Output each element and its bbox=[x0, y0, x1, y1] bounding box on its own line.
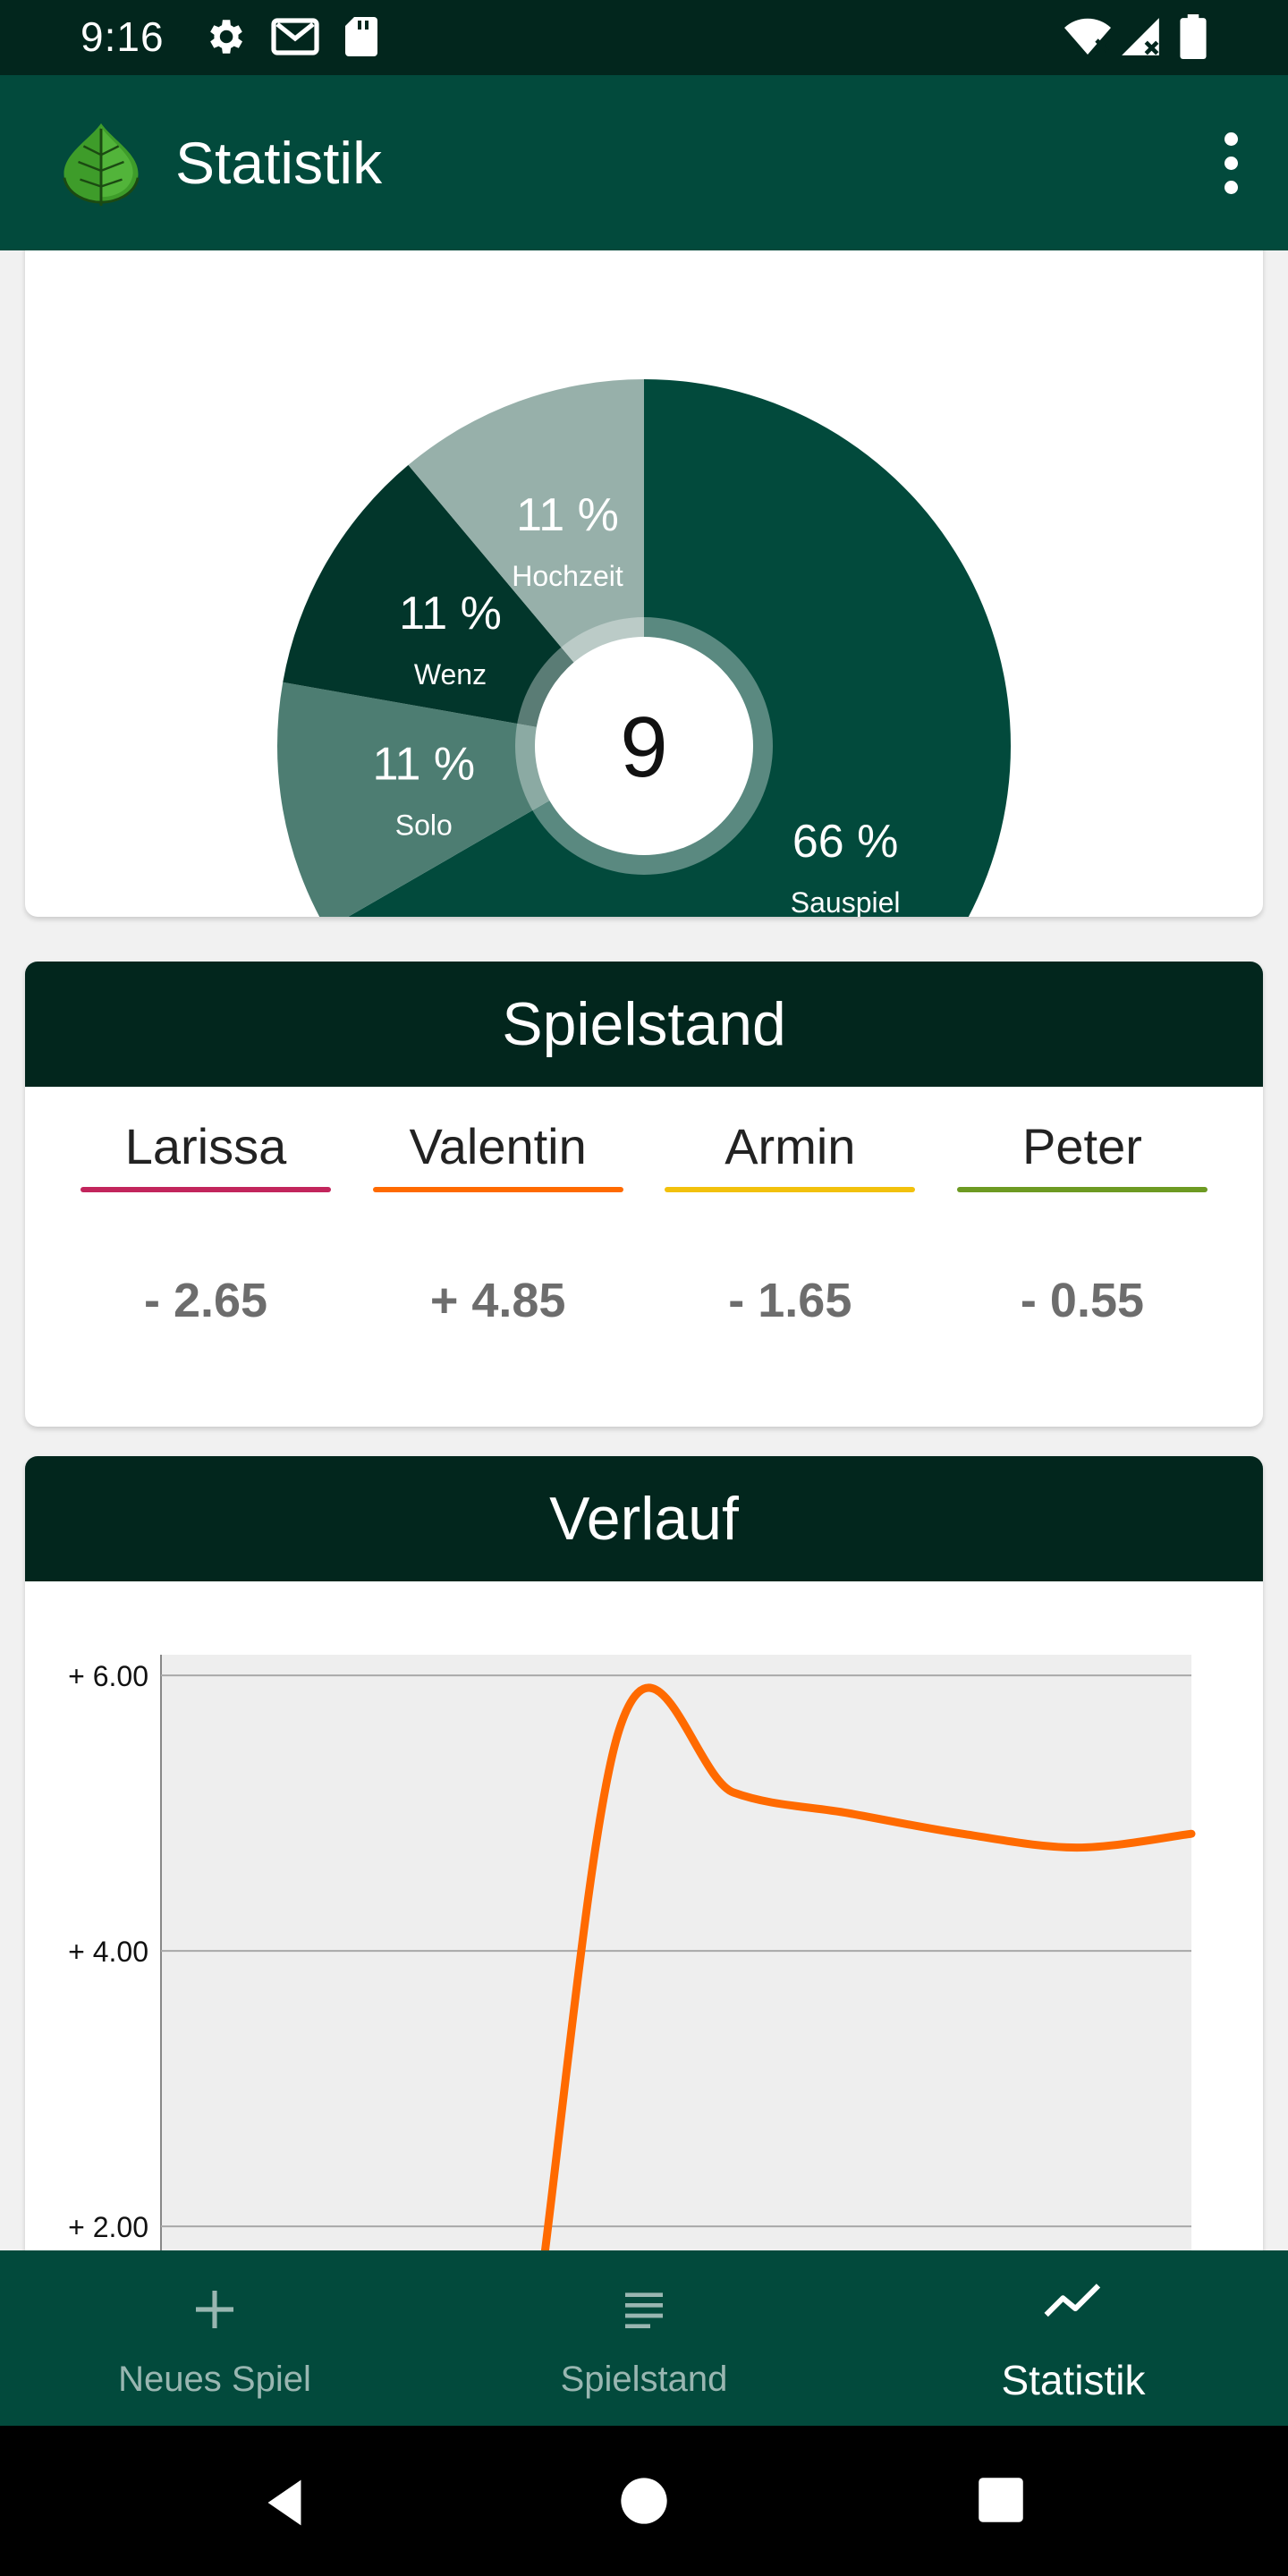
y-tick-label: + 4.00 bbox=[68, 1936, 148, 1968]
pie-percent-label: 66 % bbox=[792, 816, 899, 868]
player-valentin: Valentin + 4.85 bbox=[373, 1117, 623, 1328]
nav-new-game[interactable]: Neues Spiel bbox=[0, 2250, 429, 2426]
score-card-title: Spielstand bbox=[25, 962, 1263, 1087]
game-types-card: 66 % Sauspiel 11 % Solo 11 % Wenz 11 % Hochzeit… bbox=[25, 250, 1263, 917]
pie-name-label: Sauspiel bbox=[791, 886, 901, 917]
page-title: Statistik bbox=[175, 129, 382, 197]
history-card: Verlauf + 6.00+ 4.00+ 2.000- 2.00 bbox=[25, 1456, 1263, 2250]
player-larissa: Larissa - 2.65 bbox=[80, 1117, 331, 1328]
pie-percent-label: 11 % bbox=[516, 489, 619, 541]
dot-icon bbox=[1224, 157, 1238, 170]
nav-label: Spielstand bbox=[429, 2360, 859, 2400]
history-card-title: Verlauf bbox=[25, 1456, 1263, 1581]
nav-statistics[interactable]: Statistik bbox=[859, 2250, 1288, 2426]
pie-percent-label: 11 % bbox=[399, 588, 502, 640]
player-score: - 0.55 bbox=[957, 1273, 1208, 1328]
app-bar: Statistik bbox=[0, 75, 1288, 250]
player-name: Peter bbox=[957, 1117, 1208, 1183]
plot-background bbox=[161, 1655, 1191, 2250]
pie-name-label: Solo bbox=[395, 809, 453, 841]
cellular-signal-icon bbox=[1118, 14, 1163, 59]
player-name: Armin bbox=[665, 1117, 915, 1183]
home-icon[interactable] bbox=[619, 2476, 669, 2526]
dot-icon bbox=[1224, 132, 1238, 146]
y-tick-label: + 2.00 bbox=[68, 2211, 148, 2243]
total-games-count: 9 bbox=[620, 699, 667, 795]
player-name: Valentin bbox=[373, 1117, 623, 1183]
status-time: 9:16 bbox=[80, 13, 165, 61]
bottom-navigation: Neues Spiel Spielstand Statistik bbox=[0, 2250, 1288, 2426]
overflow-menu-button[interactable] bbox=[1191, 120, 1270, 206]
plus-icon bbox=[190, 2284, 240, 2334]
battery-icon bbox=[1179, 14, 1208, 59]
status-bar: 9:16 bbox=[0, 0, 1288, 75]
list-lines-icon bbox=[617, 2284, 671, 2334]
nav-label: Neues Spiel bbox=[0, 2360, 429, 2400]
content-scroll-area[interactable]: 66 % Sauspiel 11 % Solo 11 % Wenz 11 % Hochzeit… bbox=[0, 250, 1288, 2250]
pie-name-label: Hochzeit bbox=[512, 560, 623, 592]
player-score: - 2.65 bbox=[80, 1273, 331, 1328]
player-color-line bbox=[373, 1187, 623, 1192]
player-name: Larissa bbox=[80, 1117, 331, 1183]
leaf-logo-icon bbox=[57, 120, 145, 208]
player-color-line bbox=[80, 1187, 331, 1192]
player-score: + 4.85 bbox=[373, 1273, 623, 1328]
player-peter: Peter - 0.55 bbox=[957, 1117, 1208, 1328]
history-line-chart: + 6.00+ 4.00+ 2.000- 2.00 bbox=[25, 1581, 1263, 2250]
sd-card-icon bbox=[343, 14, 379, 59]
trending-chart-icon bbox=[1041, 2277, 1106, 2327]
pie-percent-label: 11 % bbox=[372, 738, 475, 790]
settings-icon bbox=[202, 14, 247, 59]
gmail-icon bbox=[270, 14, 320, 59]
player-color-line bbox=[957, 1187, 1208, 1192]
score-card: Spielstand Larissa - 2.65 Valentin + 4.8… bbox=[25, 962, 1263, 1427]
nav-score[interactable]: Spielstand bbox=[429, 2250, 859, 2426]
player-color-line bbox=[665, 1187, 915, 1192]
dot-icon bbox=[1224, 181, 1238, 194]
game-types-pie-chart: 66 % Sauspiel 11 % Solo 11 % Wenz 11 % Hochzeit… bbox=[25, 250, 1263, 917]
back-icon[interactable] bbox=[259, 2476, 309, 2529]
player-armin: Armin - 1.65 bbox=[665, 1117, 915, 1328]
recents-icon[interactable] bbox=[977, 2476, 1025, 2524]
player-score: - 1.65 bbox=[665, 1273, 915, 1328]
system-navigation-bar bbox=[0, 2426, 1288, 2576]
nav-label: Statistik bbox=[859, 2356, 1288, 2404]
players-row: Larissa - 2.65 Valentin + 4.85 Armin - 1… bbox=[80, 1117, 1208, 1328]
pie-name-label: Wenz bbox=[414, 658, 487, 691]
y-tick-label: + 6.00 bbox=[68, 1660, 148, 1692]
wifi-icon bbox=[1063, 14, 1113, 59]
